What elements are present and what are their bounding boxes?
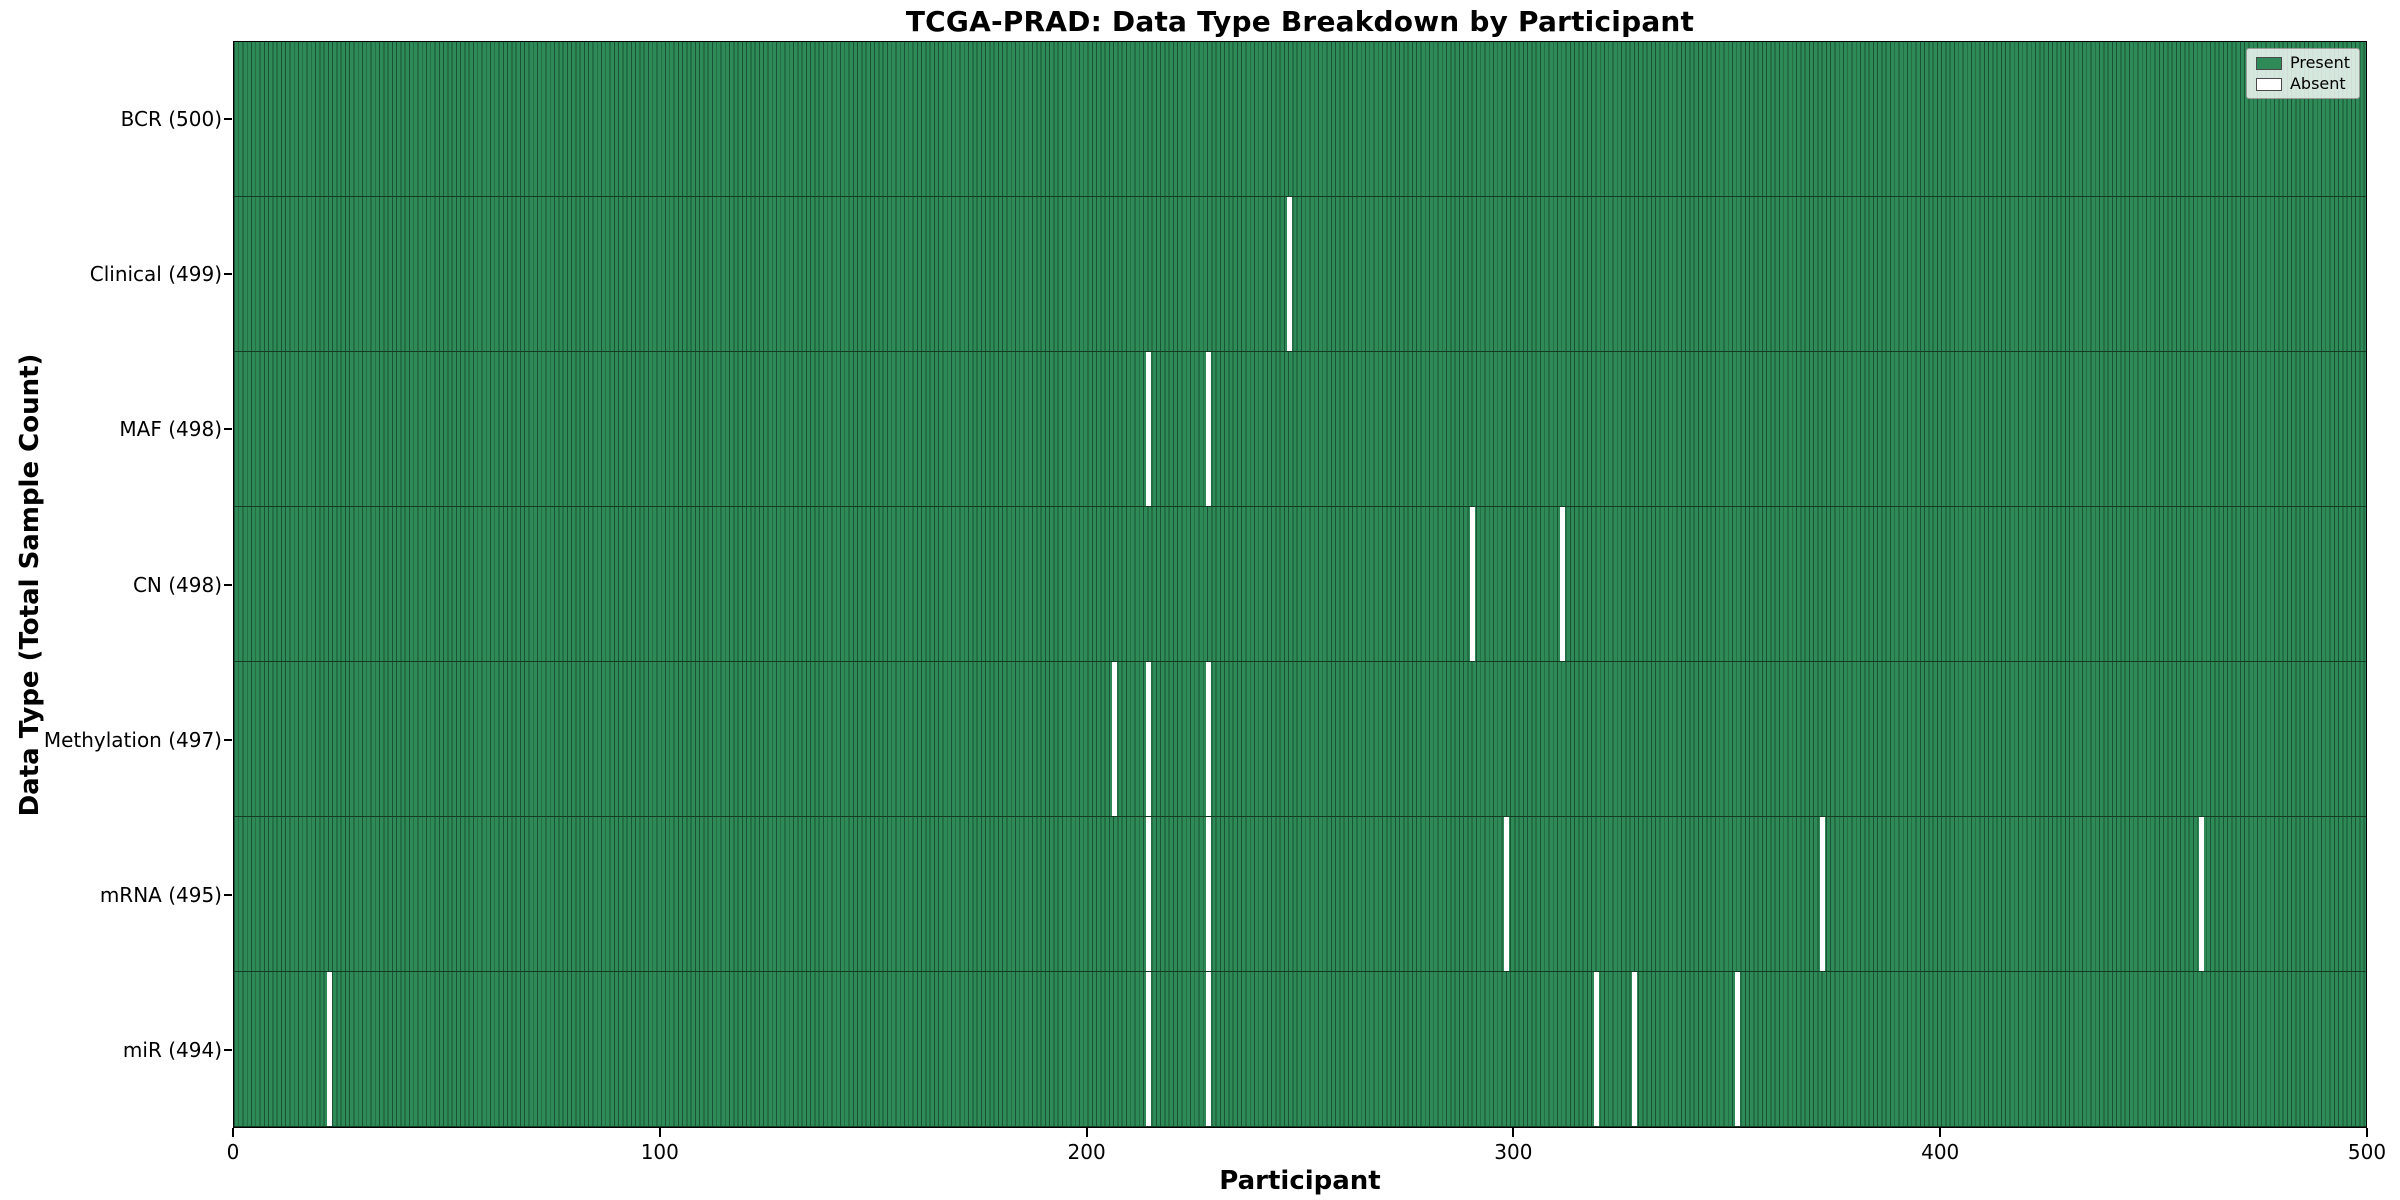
data-row-Clinical xyxy=(234,197,2366,352)
data-row-MAF xyxy=(234,352,2366,507)
x-tick-mark xyxy=(232,1128,234,1137)
absent-stripe xyxy=(1470,507,1476,661)
absent-stripe xyxy=(1146,662,1152,816)
absent-stripe xyxy=(1146,972,1152,1126)
y-tick-label: MAF (498) xyxy=(119,417,222,442)
absent-stripe xyxy=(1146,817,1152,971)
y-tick-mark xyxy=(224,117,232,120)
y-tick-mark xyxy=(224,583,232,586)
y-tick-label: Methylation (497) xyxy=(43,727,222,752)
absent-stripe xyxy=(1146,352,1152,506)
legend-swatch-present xyxy=(2255,56,2282,70)
x-tick-label: 300 xyxy=(1494,1140,1533,1164)
x-tick-label: 400 xyxy=(1921,1140,1960,1164)
y-tick-label: BCR (500) xyxy=(120,106,222,131)
y-tick-label: Clinical (499) xyxy=(89,261,222,286)
y-axis-label: Data Type (Total Sample Count) xyxy=(15,353,45,817)
x-tick-label: 500 xyxy=(2347,1140,2387,1164)
y-tick-mark xyxy=(224,894,232,897)
y-tick-label: CN (498) xyxy=(132,572,222,597)
absent-stripe xyxy=(1111,662,1118,816)
data-row-Methylation xyxy=(234,662,2366,817)
x-tick-label: 200 xyxy=(1067,1140,1106,1164)
legend-entry-absent: Absent xyxy=(2255,74,2350,93)
x-tick-mark xyxy=(1939,1128,1942,1137)
data-row-mRNA xyxy=(234,817,2366,972)
x-tick-mark xyxy=(2366,1128,2368,1137)
chart-title: TCGA-PRAD: Data Type Breakdown by Partic… xyxy=(905,5,1695,38)
absent-stripe xyxy=(1205,817,1211,971)
plot-area: Present Absent xyxy=(233,41,2367,1128)
legend: Present Absent xyxy=(2245,48,2360,99)
x-tick-label: 100 xyxy=(640,1140,679,1164)
legend-entry-present: Present xyxy=(2255,53,2350,72)
legend-swatch-absent xyxy=(2255,77,2282,91)
absent-stripe xyxy=(1734,972,1740,1126)
absent-stripe xyxy=(1286,197,1292,351)
absent-stripe xyxy=(1593,972,1599,1126)
legend-label: Present xyxy=(2289,53,2350,72)
absent-stripe xyxy=(327,972,333,1126)
x-tick-mark xyxy=(1512,1128,1515,1137)
y-tick-mark xyxy=(224,738,232,741)
data-row-miR xyxy=(234,972,2366,1127)
absent-stripe xyxy=(1504,817,1510,971)
absent-stripe xyxy=(2199,817,2205,971)
absent-stripe xyxy=(1205,352,1211,506)
absent-stripe xyxy=(1632,972,1638,1126)
y-tick-label: mRNA (495) xyxy=(99,883,222,908)
data-row-CN xyxy=(234,507,2366,662)
data-row-BCR xyxy=(234,42,2366,197)
x-tick-mark xyxy=(658,1128,661,1137)
absent-stripe xyxy=(1559,507,1565,661)
absent-stripe xyxy=(1819,817,1825,971)
x-tick-label: 0 xyxy=(226,1140,240,1164)
y-tick-label: miR (494) xyxy=(122,1038,222,1063)
y-tick-mark xyxy=(224,428,232,431)
y-tick-mark xyxy=(224,1049,232,1052)
x-axis-label: Participant xyxy=(1219,1166,1381,1196)
absent-stripe xyxy=(1205,972,1211,1126)
y-tick-mark xyxy=(224,272,232,275)
legend-label: Absent xyxy=(2289,74,2346,93)
x-tick-mark xyxy=(1085,1128,1088,1137)
absent-stripe xyxy=(1205,662,1211,816)
